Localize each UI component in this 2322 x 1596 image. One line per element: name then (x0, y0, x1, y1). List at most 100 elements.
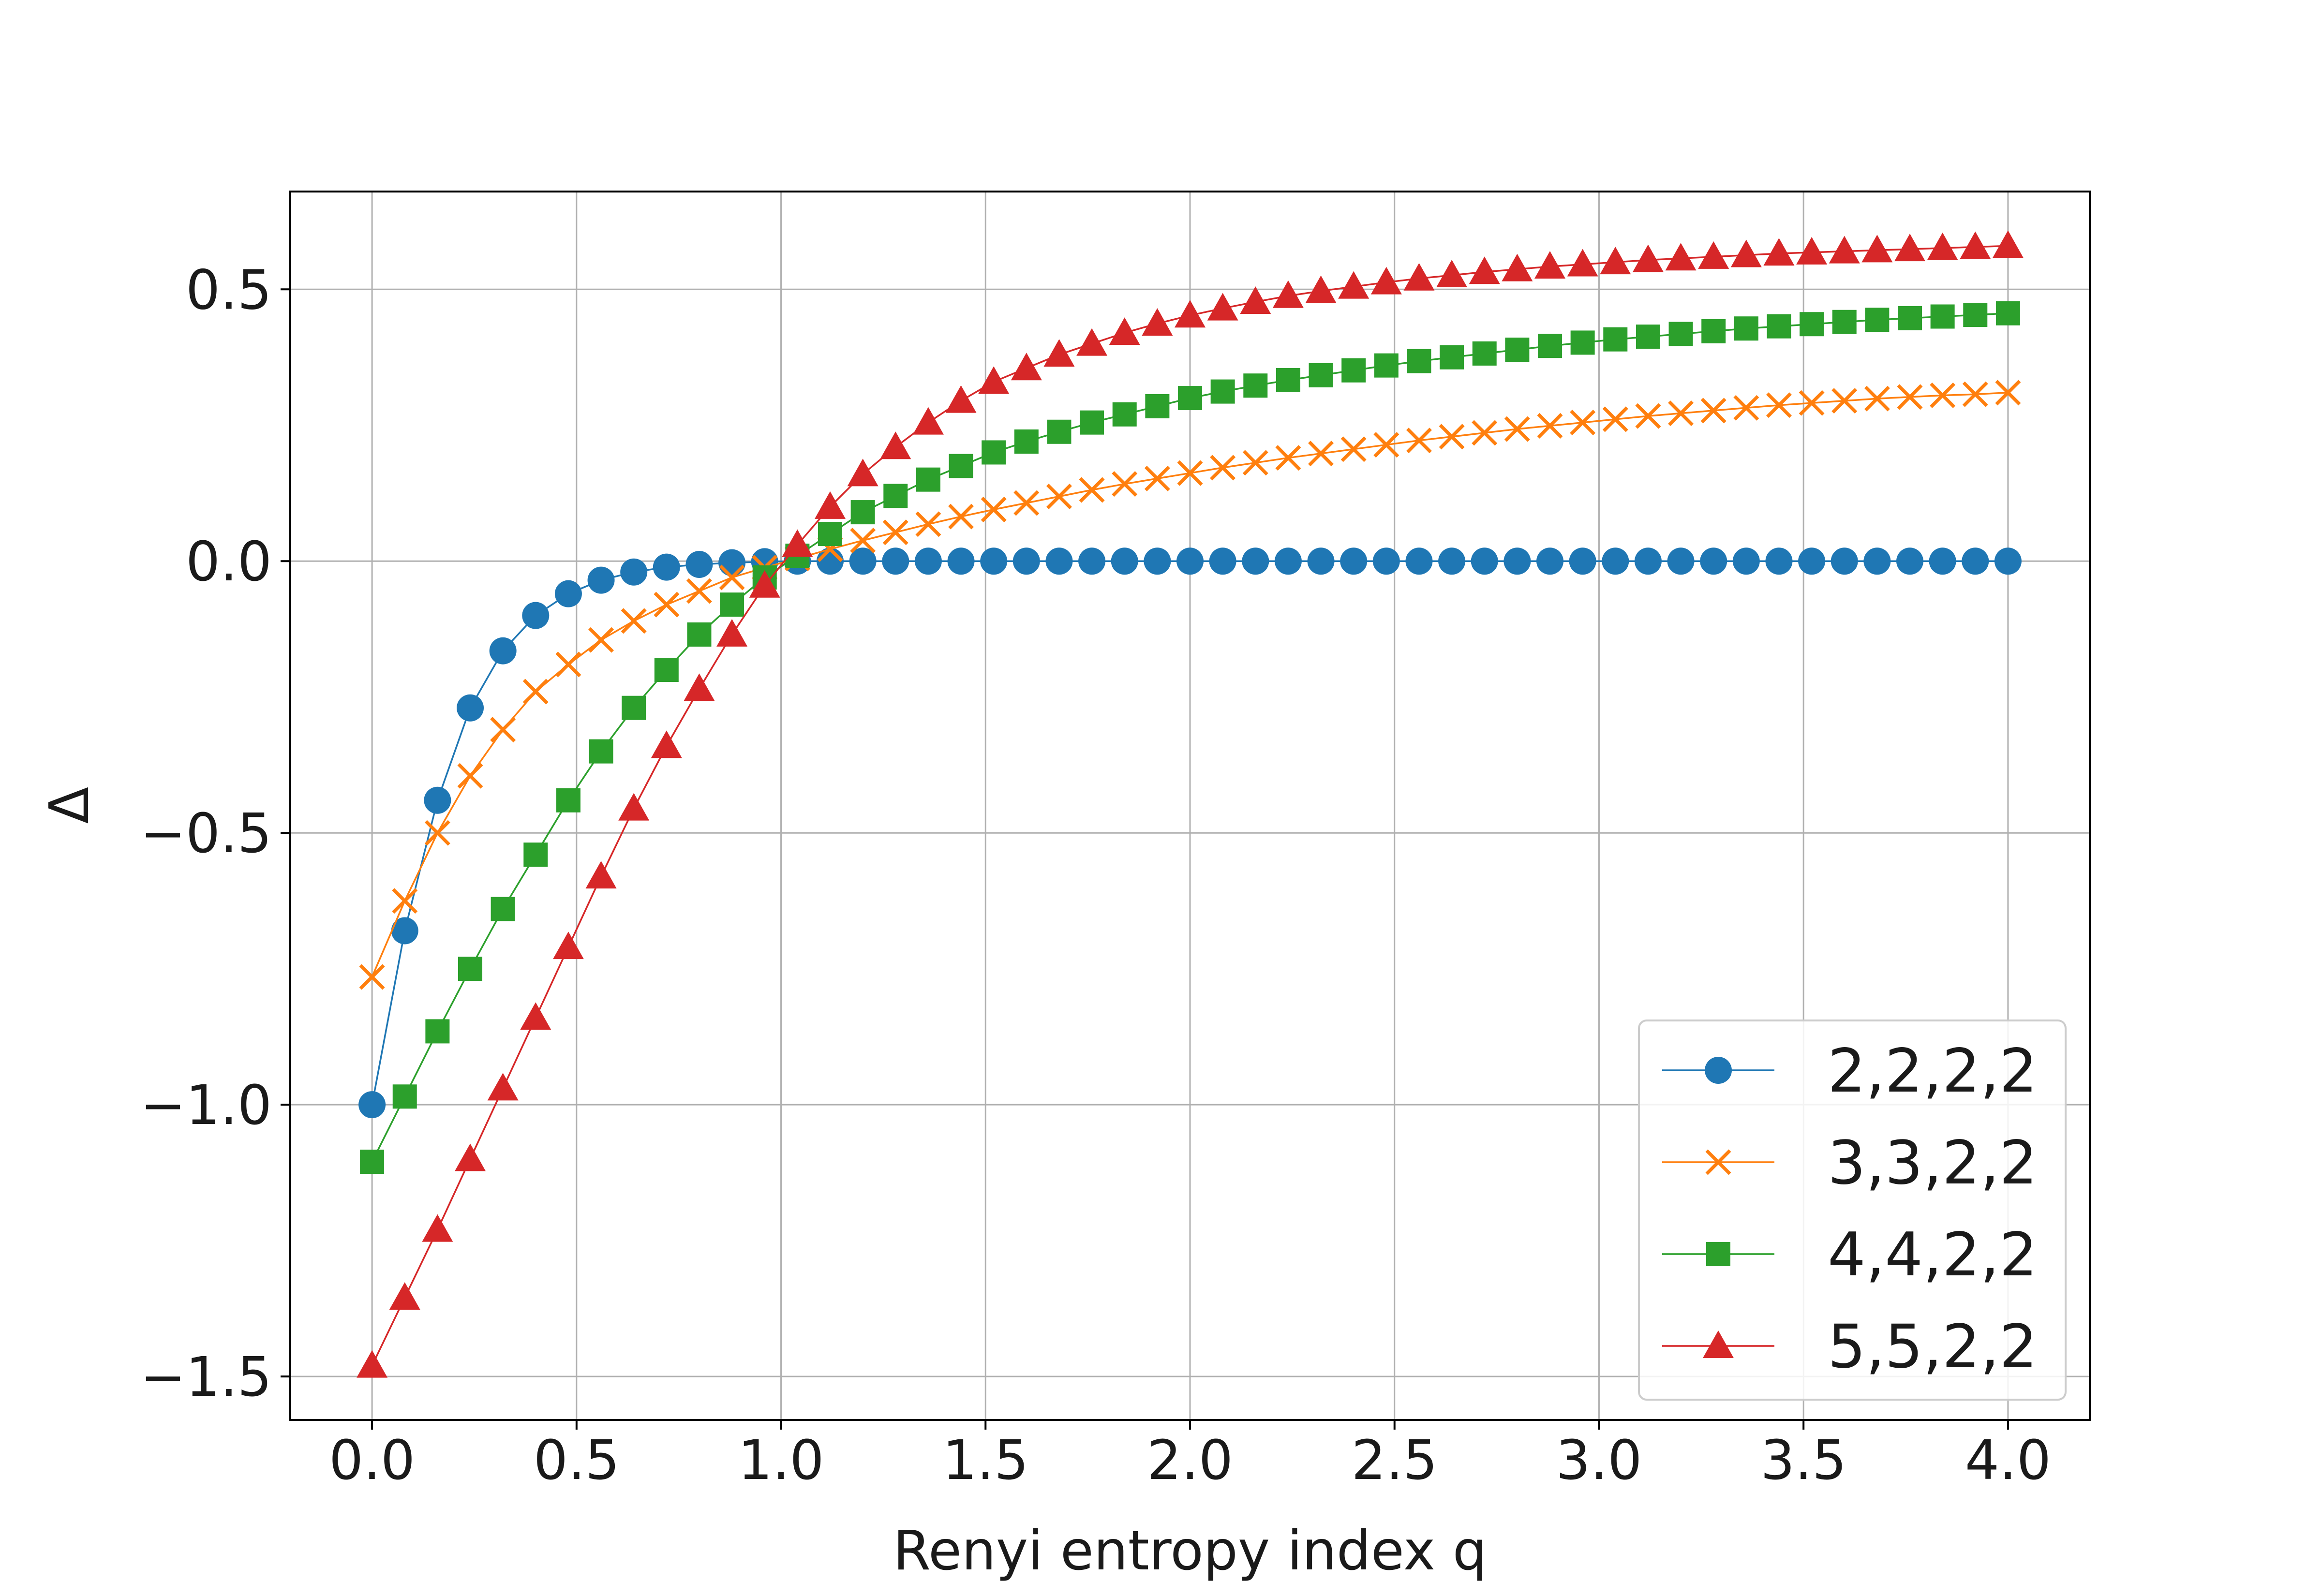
data-point (424, 786, 451, 814)
data-point (1992, 230, 2024, 258)
data-point (1667, 547, 1695, 575)
x-tick-label: 1.5 (942, 1429, 1028, 1492)
data-point (1994, 547, 2022, 575)
data-point (1403, 263, 1435, 291)
data-point (1469, 256, 1500, 284)
data-point (422, 1214, 453, 1242)
data-point (1373, 432, 1399, 458)
data-point (1800, 312, 1824, 337)
data-point (653, 553, 680, 581)
data-point (1045, 547, 1073, 575)
data-point (1570, 330, 1595, 355)
data-point (589, 739, 613, 764)
data-point (749, 570, 780, 598)
data-point (1600, 247, 1631, 275)
data-point (1078, 547, 1106, 575)
data-point (1472, 341, 1497, 366)
data-point (1796, 236, 1828, 265)
data-point (522, 602, 550, 629)
data-point (1865, 308, 1890, 332)
data-point (1471, 547, 1498, 575)
data-point (1831, 388, 1858, 414)
data-point (1537, 413, 1563, 439)
data-point (720, 592, 744, 617)
data-point (1340, 547, 1368, 575)
x-tick-label: 2.0 (1147, 1429, 1233, 1492)
data-point (621, 608, 647, 634)
data-point (686, 578, 712, 604)
data-point (1632, 244, 1664, 272)
data-point (912, 407, 944, 435)
data-point (357, 1350, 388, 1378)
data-point (1047, 419, 1072, 444)
data-point (392, 888, 418, 914)
data-point (1274, 547, 1302, 575)
data-point (1767, 314, 1791, 339)
data-point (455, 1143, 486, 1171)
x-tick-label: 1.0 (738, 1429, 824, 1492)
data-point (1861, 235, 1893, 263)
data-point (1178, 386, 1202, 411)
data-point (945, 385, 977, 413)
data-point (947, 547, 975, 575)
data-point (1338, 271, 1369, 299)
data-point (980, 547, 1008, 575)
data-point (1534, 251, 1565, 279)
data-point (1700, 547, 1727, 575)
data-point (359, 964, 385, 990)
data-point (1242, 450, 1268, 476)
data-point (1046, 484, 1072, 509)
data-point (1538, 334, 1562, 358)
data-point (1832, 310, 1857, 334)
data-point (850, 528, 876, 554)
legend-marker (1706, 1242, 1730, 1266)
data-point (1927, 232, 1958, 260)
data-point (458, 957, 482, 981)
data-point (1307, 547, 1335, 575)
data-point (1436, 260, 1468, 288)
data-point (1175, 300, 1206, 328)
data-point (1240, 286, 1271, 314)
data-point (654, 591, 680, 618)
data-point (1309, 363, 1333, 387)
data-point (1502, 253, 1533, 281)
data-point (425, 1019, 450, 1044)
data-point (782, 529, 813, 557)
data-point (1370, 266, 1402, 295)
data-point (850, 500, 875, 525)
data-point (1308, 441, 1334, 467)
data-point (1472, 420, 1498, 446)
data-point (1406, 428, 1432, 454)
data-point (1734, 316, 1758, 341)
legend-label: 2,2,2,2 (1828, 1036, 2038, 1106)
legend-item: 4,4,2,2 (1662, 1220, 2038, 1290)
data-point (687, 622, 712, 647)
data-point (651, 730, 682, 758)
data-point (1043, 339, 1075, 367)
data-point (1898, 306, 1922, 330)
legend-label: 5,5,2,2 (1828, 1312, 2038, 1382)
data-point (1109, 317, 1140, 345)
data-point (622, 695, 646, 720)
data-point (585, 861, 617, 889)
data-point (587, 566, 615, 594)
data-point (552, 931, 584, 960)
data-point (1602, 406, 1628, 432)
data-point (1766, 392, 1792, 418)
data-point (1962, 381, 1988, 407)
data-point (1634, 547, 1662, 575)
data-point (1112, 471, 1138, 497)
data-point (716, 619, 748, 647)
data-point (1962, 547, 1989, 575)
data-point (1209, 547, 1236, 575)
data-point (1864, 385, 1890, 412)
legend-item: 5,5,2,2 (1662, 1312, 2038, 1382)
data-point (882, 519, 908, 546)
data-point (1929, 547, 1956, 575)
data-point (1700, 398, 1727, 424)
data-point (1207, 293, 1238, 321)
data-point (457, 694, 484, 722)
data-point (1930, 304, 1955, 329)
data-point (487, 1073, 519, 1101)
